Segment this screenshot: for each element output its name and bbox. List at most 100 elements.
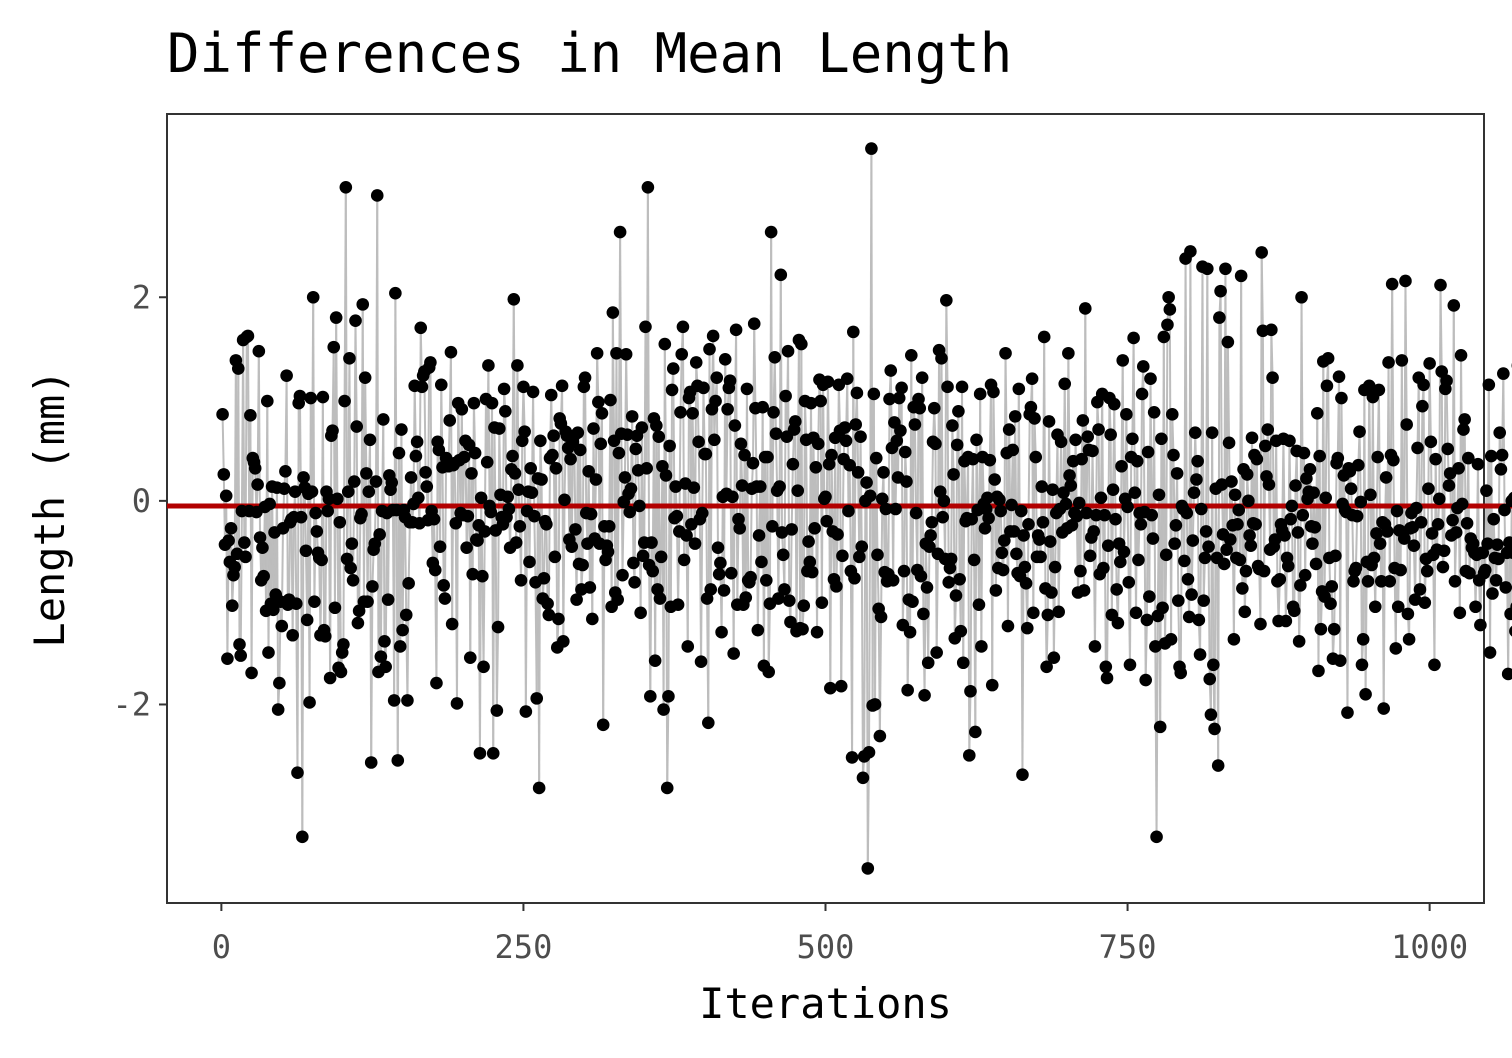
data-point xyxy=(1453,606,1467,620)
data-point xyxy=(1381,525,1394,538)
data-point xyxy=(1036,515,1050,529)
series-segment xyxy=(957,411,961,580)
series-segment xyxy=(1356,465,1360,517)
data-point xyxy=(1092,423,1105,436)
data-point xyxy=(987,385,1000,399)
y-tick-label: 2 xyxy=(132,278,151,316)
series-segment xyxy=(946,386,950,583)
data-point xyxy=(1121,500,1134,514)
series-segment xyxy=(969,519,973,692)
data-point xyxy=(1469,600,1482,614)
data-point xyxy=(930,646,943,659)
series-segment xyxy=(250,458,254,673)
data-point xyxy=(703,342,716,356)
data-point xyxy=(526,385,540,399)
data-point xyxy=(1149,640,1162,653)
series-segment xyxy=(974,439,978,732)
data-point xyxy=(1110,583,1123,596)
data-point xyxy=(1168,537,1181,550)
series-segment xyxy=(1164,554,1168,644)
data-point xyxy=(1199,525,1213,538)
data-point xyxy=(953,572,966,586)
data-point xyxy=(428,563,442,577)
series-segment xyxy=(945,300,949,387)
data-point xyxy=(1373,537,1387,550)
series-segment xyxy=(1048,421,1052,542)
data-point xyxy=(393,640,407,653)
series-segment xyxy=(691,413,695,488)
data-point xyxy=(755,555,768,569)
data-point xyxy=(590,346,604,360)
data-point xyxy=(950,438,964,452)
series-segment xyxy=(1420,406,1424,523)
data-point xyxy=(767,405,780,419)
series-segment xyxy=(646,187,651,566)
data-point xyxy=(1126,432,1139,446)
data-point xyxy=(1008,410,1022,423)
data-point xyxy=(381,593,395,606)
data-point xyxy=(996,563,1010,577)
data-point xyxy=(1139,673,1152,687)
data-point xyxy=(1463,566,1476,580)
series-segment xyxy=(1176,473,1180,601)
data-point xyxy=(1048,560,1062,574)
series-segment xyxy=(1220,484,1225,535)
data-point xyxy=(688,537,702,550)
data-point xyxy=(361,595,374,608)
series-segment xyxy=(700,513,704,662)
series-segment xyxy=(404,517,408,615)
data-point xyxy=(949,589,963,602)
data-point xyxy=(376,413,390,426)
data-point xyxy=(944,552,958,566)
data-point xyxy=(329,311,343,324)
data-point xyxy=(1349,561,1363,575)
series-segment xyxy=(967,457,971,756)
data-point xyxy=(225,599,239,613)
data-point xyxy=(501,490,515,504)
x-axis-title: Iterations xyxy=(699,979,952,1028)
data-point xyxy=(308,595,321,608)
data-point xyxy=(1016,768,1029,782)
series-segment xyxy=(1171,414,1175,456)
data-point xyxy=(1446,513,1459,527)
series-segment xyxy=(868,495,872,753)
data-point xyxy=(1144,372,1157,386)
data-point xyxy=(1440,374,1453,388)
data-point xyxy=(1356,633,1370,646)
data-point xyxy=(1486,587,1499,600)
data-point xyxy=(904,348,918,362)
data-point xyxy=(244,409,257,422)
x-tick-label: 750 xyxy=(1099,928,1157,966)
data-point xyxy=(1157,330,1171,344)
series-segment xyxy=(443,458,448,599)
data-point xyxy=(558,493,571,507)
data-point xyxy=(420,480,434,493)
data-point xyxy=(635,421,649,434)
data-point xyxy=(542,608,556,622)
data-point xyxy=(1203,672,1217,686)
data-point xyxy=(484,505,498,519)
data-point xyxy=(1420,564,1434,578)
x-tick-label: 0 xyxy=(212,928,231,966)
data-point xyxy=(443,414,457,427)
data-point xyxy=(718,353,732,366)
series-segment xyxy=(1391,284,1395,461)
data-point xyxy=(715,625,728,639)
data-point xyxy=(463,651,477,664)
data-point xyxy=(374,650,388,663)
data-point xyxy=(1410,501,1423,515)
data-point xyxy=(1265,323,1278,337)
data-point xyxy=(774,268,788,282)
data-point xyxy=(764,225,778,239)
data-point xyxy=(1146,532,1160,545)
series-segment xyxy=(1405,424,1409,614)
data-point xyxy=(663,439,676,453)
series-segment xyxy=(407,522,411,584)
data-point xyxy=(1161,318,1174,332)
data-point xyxy=(1182,610,1196,624)
series-segment xyxy=(787,351,791,601)
data-point xyxy=(513,520,527,533)
data-point xyxy=(576,558,589,572)
data-point xyxy=(973,387,987,401)
data-point xyxy=(1262,478,1276,491)
